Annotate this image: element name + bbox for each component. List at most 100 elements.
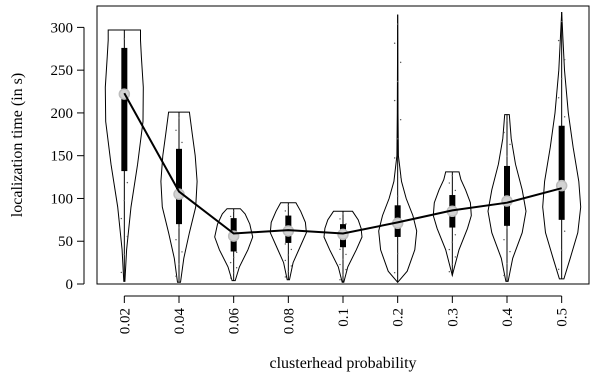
outlier-dot	[345, 223, 347, 225]
outlier-dot	[506, 119, 508, 122]
y-tick-label: 250	[51, 63, 74, 79]
outlier-dot	[454, 234, 457, 236]
plot-frame	[96, 5, 590, 285]
outlier-dot	[339, 218, 341, 220]
outlier-dot	[287, 270, 290, 273]
outlier-dot	[126, 181, 129, 184]
outlier-dot	[396, 252, 399, 255]
outlier-dot	[560, 249, 563, 251]
y-tick-label: 100	[51, 191, 74, 207]
outlier-dot	[178, 226, 180, 229]
outlier-dot	[557, 268, 560, 271]
outlier-dot	[235, 251, 238, 254]
outlier-dot	[290, 265, 293, 267]
outlier-dot	[503, 239, 505, 241]
outlier-dot	[560, 78, 563, 80]
outlier-dot	[396, 23, 399, 25]
outlier-dot	[178, 117, 180, 119]
outlier-dot	[393, 42, 396, 44]
violin-box	[121, 47, 128, 172]
outlier-dot	[120, 217, 123, 220]
outlier-dot	[563, 230, 566, 232]
outlier-dot	[345, 253, 347, 256]
outlier-dot	[339, 263, 341, 266]
outlier-dot	[123, 38, 126, 40]
x-tick-label: 0.1	[336, 308, 352, 327]
mean-line	[123, 92, 562, 235]
outlier-dot	[345, 268, 347, 271]
x-tick-label: 0.04	[172, 308, 188, 335]
outlier-dot	[396, 80, 399, 83]
outlier-dot	[178, 263, 180, 265]
outlier-dot	[232, 256, 235, 259]
axes: 0 50 100 150 200 250 300 0.02 0.04 0.06 0.08 0.1 0.2…	[51, 5, 590, 335]
x-tick-label: 0.02	[117, 308, 133, 334]
outlier-dot	[229, 277, 232, 279]
outlier-dot	[451, 241, 454, 243]
outlier-dot	[175, 129, 177, 132]
x-tick-label: 0.3	[445, 308, 461, 327]
outlier-dot	[509, 143, 511, 146]
outlier-dot	[563, 58, 566, 61]
outlier-dot	[393, 272, 396, 274]
outlier-dot	[339, 248, 341, 251]
outlier-dot	[396, 195, 399, 197]
y-axis-label: localization time (in s)	[9, 73, 26, 217]
outlier-dot	[454, 189, 457, 192]
outlier-dot	[175, 239, 177, 241]
outlier-dot	[287, 204, 290, 207]
outlier-dot	[399, 119, 402, 121]
outlier-dot	[287, 254, 290, 256]
outlier-dot	[284, 243, 287, 245]
violin-box	[558, 125, 565, 220]
outlier-dot	[448, 248, 451, 251]
outlier-dot	[175, 275, 177, 277]
outlier-dot	[451, 174, 454, 177]
violins	[104, 11, 582, 284]
outlier-dot	[506, 155, 508, 158]
outlier-dot	[123, 253, 126, 256]
x-tick-label: 0.2	[391, 308, 407, 327]
outlier-dot	[290, 248, 293, 251]
outlier-dot	[399, 176, 402, 178]
outlier-dot	[506, 227, 508, 229]
outlier-dot	[448, 271, 451, 273]
outlier-dot	[181, 251, 183, 253]
y-tick-label: 0	[66, 277, 74, 293]
outlier-dot	[232, 272, 235, 274]
outlier-dot	[339, 279, 341, 281]
violin-box	[176, 148, 182, 225]
outlier-dot	[396, 138, 399, 140]
outlier-dot	[448, 182, 451, 184]
y-tick-label: 150	[51, 149, 74, 165]
mean-line-group	[123, 92, 562, 235]
y-tick-label: 300	[51, 20, 74, 36]
outlier-dot	[342, 213, 344, 215]
x-tick-label: 0.4	[500, 308, 516, 327]
outlier-dot	[284, 259, 287, 262]
y-tick-label: 50	[58, 234, 73, 250]
x-tick-label: 0.06	[227, 308, 243, 335]
outlier-dot	[393, 99, 396, 102]
outlier-dot	[284, 210, 287, 212]
x-tick-label: 0.08	[281, 308, 297, 334]
outlier-dot	[563, 116, 566, 118]
outlier-dot	[120, 271, 123, 274]
outlier-dot	[123, 199, 126, 202]
outlier-dot	[284, 276, 287, 278]
outlier-dot	[229, 215, 232, 218]
outlier-dot	[399, 61, 402, 64]
outlier-dot	[560, 20, 563, 23]
outlier-dot	[126, 235, 129, 238]
outlier-dot	[509, 250, 511, 253]
outlier-dot	[503, 131, 505, 134]
outlier-dot	[393, 157, 396, 159]
outlier-dot	[557, 97, 560, 99]
y-tick-label: 200	[51, 106, 74, 122]
outlier-dot	[229, 261, 232, 264]
x-tick-label: 0.5	[555, 308, 571, 327]
outlier-dot	[506, 262, 508, 265]
outlier-dot	[342, 258, 344, 261]
outlier-dot	[232, 210, 235, 212]
